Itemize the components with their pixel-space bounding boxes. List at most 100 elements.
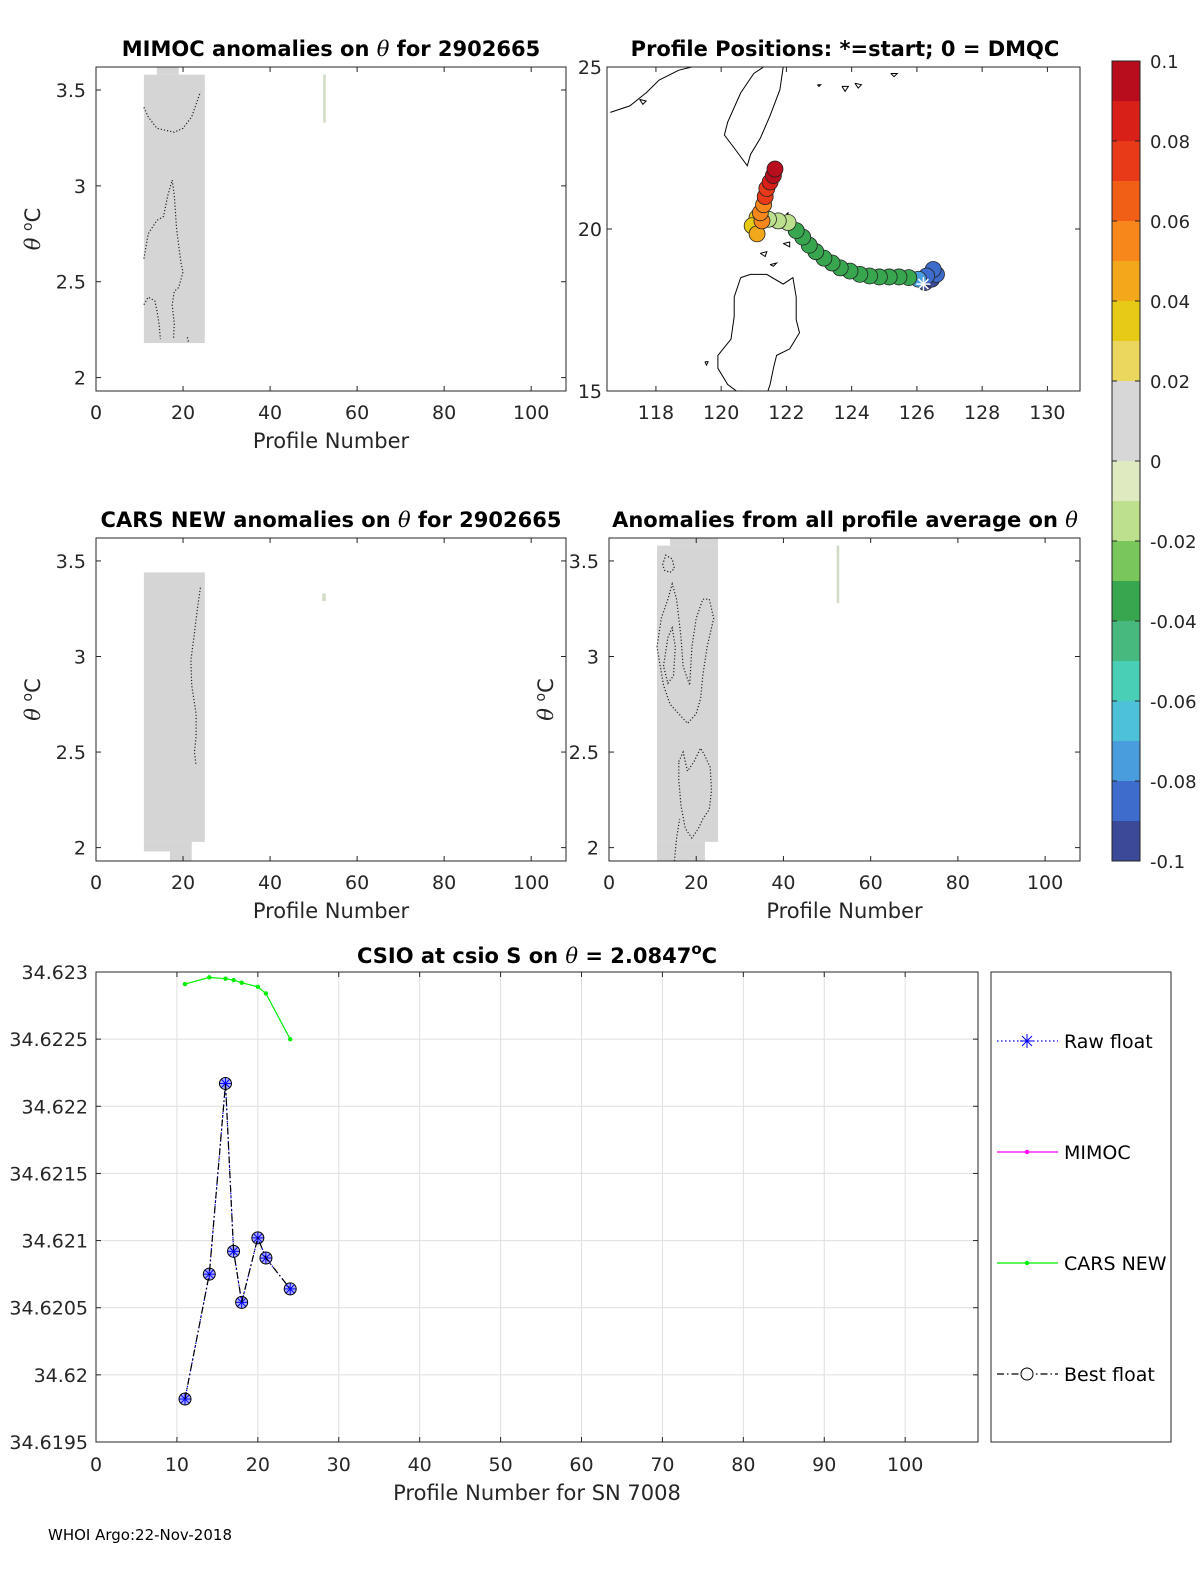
positions-ytick-label: 25 (578, 57, 602, 79)
coastline (717, 273, 801, 391)
cars-ytick-label: 2.5 (56, 742, 86, 764)
anom-anomaly-block (656, 545, 719, 842)
colorbar-tick-label: -0.1 (1150, 852, 1185, 873)
legend-item-mimoc: MIMOC (997, 1142, 1131, 1164)
coastline (704, 361, 709, 367)
colorbar-tick-label: 0.02 (1150, 372, 1190, 393)
anom-panel: 0 20 40 60 80 100 2 2.5 3 3.5 Profile Number θ oC (533, 537, 1081, 923)
legend-marker (1020, 1367, 1034, 1381)
mimoc-ylabel-theta: θ (21, 237, 45, 250)
csio-xtick-label: 10 (165, 1454, 189, 1476)
anom-xtick-label: 0 (603, 872, 615, 894)
csio-ytick-label: 34.622 (22, 1096, 88, 1118)
positions-xtick-label: 118 (638, 402, 674, 424)
csio-ytick-label: 34.6225 (9, 1029, 88, 1051)
cars-anomaly-block (322, 593, 326, 602)
series-point (227, 1244, 241, 1258)
coastline (782, 241, 791, 248)
legend-marker (1020, 1034, 1034, 1048)
anom-ytick-label: 3.5 (569, 551, 599, 573)
cars-ylabel-space (21, 701, 45, 708)
anom-xtick-label: 20 (684, 872, 708, 894)
mimoc-contour-line (186, 337, 190, 344)
cars-ytick-label: 3 (74, 646, 86, 668)
star-stroke (1021, 1035, 1033, 1047)
positions-ytick-label: 20 (578, 219, 602, 241)
anom-anomaly-block (670, 538, 719, 546)
positions-axes-box (606, 66, 1081, 392)
positions-xtick-label: 120 (703, 402, 739, 424)
csio-xtick-label: 20 (246, 1454, 270, 1476)
anom-ylabel-space (534, 701, 558, 708)
cars-title-text: CARS NEW anomalies on (101, 508, 398, 532)
series-point (235, 1295, 249, 1309)
csio-ytick-label: 34.62 (34, 1365, 88, 1387)
csio-xtick-label: 50 (488, 1454, 512, 1476)
profile-position-marker (766, 160, 784, 178)
mimoc-ytick-label: 2.5 (56, 272, 86, 294)
csio-ytick-label: 34.621 (22, 1231, 88, 1253)
series-point (283, 1282, 297, 1296)
colorbar-tick-label: -0.06 (1150, 692, 1197, 713)
legend-item-raw-float: Raw float (997, 1031, 1153, 1053)
positions-map-layer (610, 67, 945, 391)
star-stroke (285, 1284, 295, 1294)
legend-item-best-float: Best float (997, 1364, 1155, 1386)
cars-ylabel-degree: o (20, 693, 36, 702)
series-point (223, 976, 228, 981)
legend: Raw float MIMOC CARS NEW Best float (990, 971, 1172, 1443)
cars-xtick-label: 60 (345, 872, 369, 894)
colorbar-tick-label: 0 (1150, 452, 1161, 473)
mimoc-xtick-label: 40 (258, 402, 282, 424)
mimoc-ytick-label: 3 (74, 176, 86, 198)
mimoc-anomaly-block (323, 74, 326, 123)
coastline (723, 67, 784, 167)
legend-marker (1024, 1149, 1030, 1155)
series-point (218, 1076, 232, 1090)
anom-ylabel: θ oC (533, 678, 558, 721)
anom-xtick-label: 100 (1027, 872, 1063, 894)
mimoc-title-text: for 2902665 (389, 37, 540, 61)
series-best-float (178, 1076, 297, 1406)
mimoc-xtick-label: 80 (432, 402, 456, 424)
coastline (817, 84, 822, 88)
csio-title-degree: o (691, 940, 701, 958)
legend-marker (1024, 1260, 1030, 1266)
colorbar-tick-label: -0.04 (1150, 612, 1197, 633)
legend-label: Best float (1064, 1364, 1155, 1386)
cars-ylabel-unit: C (21, 678, 45, 693)
cars-xtick-label: 100 (513, 872, 549, 894)
positions-xtick-label: 124 (834, 402, 870, 424)
series-point (207, 975, 212, 980)
anom-contour-line (662, 554, 676, 574)
csio-title-unit: C (702, 944, 717, 968)
csio-xtick-label: 80 (731, 1454, 755, 1476)
csio-ytick-label: 34.6195 (9, 1432, 88, 1454)
cars-title: CARS NEW anomalies on θ for 2902665 (101, 508, 562, 532)
anom-contour-line (673, 818, 681, 862)
cars-ytick-label: 2 (74, 838, 86, 860)
colorbar-tick-label: 0.1 (1150, 52, 1179, 73)
positions-title: Profile Positions: *=start; 0 = DMQC (631, 37, 1060, 61)
cars-ytick-label: 3.5 (56, 551, 86, 573)
series-point (263, 991, 269, 996)
mimoc-ylabel-degree: o (20, 222, 36, 231)
anom-anomaly-block (656, 841, 705, 861)
coastline (890, 73, 899, 78)
mimoc-anomaly-block (156, 67, 179, 75)
mimoc-title: MIMOC anomalies on θ for 2902665 (122, 37, 540, 61)
csio-xtick-label: 60 (569, 1454, 593, 1476)
legend-label: Raw float (1064, 1031, 1153, 1053)
series-point (179, 1393, 192, 1406)
cars-xtick-label: 20 (171, 872, 195, 894)
footer-credit: WHOI Argo:22-Nov-2018 (48, 1526, 232, 1544)
mimoc-contour-line (143, 91, 201, 133)
start-star-stroke (917, 278, 929, 290)
colorbar-tick-label: -0.08 (1150, 772, 1197, 793)
mimoc-xtick-label: 60 (345, 402, 369, 424)
csio-xtick-label: 100 (887, 1454, 923, 1476)
mimoc-xtick-label: 0 (90, 402, 102, 424)
series-line (184, 1083, 291, 1400)
coastline (854, 82, 863, 89)
